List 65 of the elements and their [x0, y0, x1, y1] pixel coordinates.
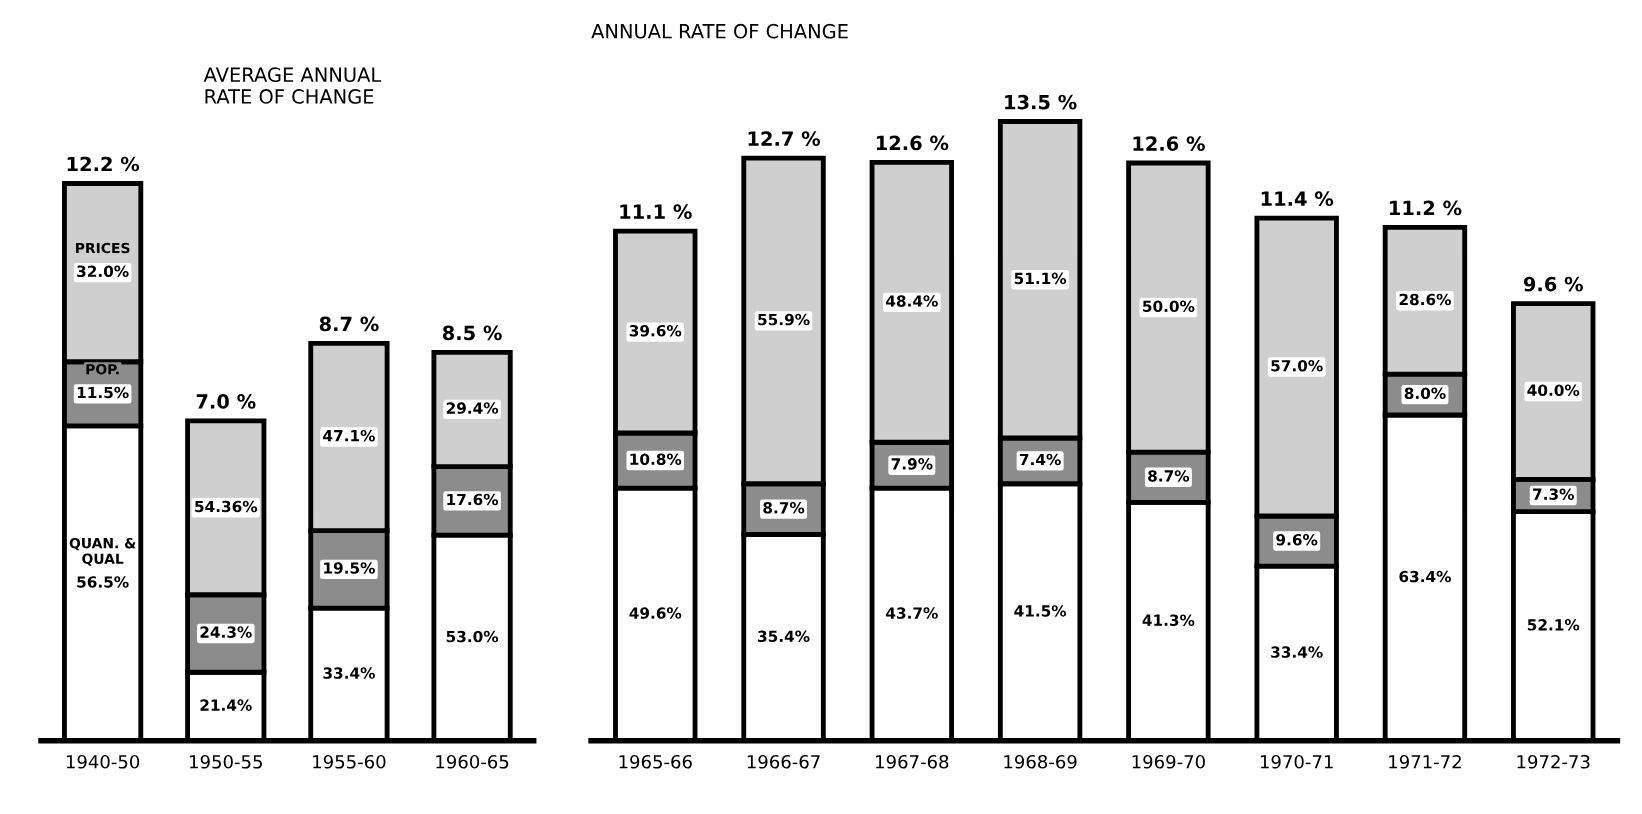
series-label: PRICES [76, 242, 130, 254]
annotation: 40.0% [1527, 384, 1580, 396]
series-label: QUAN. & QUAL [69, 537, 136, 566]
annotation: 7.0 % [196, 394, 256, 409]
annotation: 48.4% [886, 295, 938, 307]
annotation: 9.6% [1276, 533, 1318, 546]
annotation: 43.7% [886, 607, 938, 619]
x-tick-label: 1967-68 [876, 754, 949, 769]
annotation: 12.6 % [876, 135, 949, 151]
x-tick-label: 1968-69 [1004, 754, 1077, 769]
annotation: 49.6% [629, 607, 682, 619]
annotation: 12.7 % [748, 131, 821, 146]
annotation: 33.4% [1271, 646, 1323, 658]
x-tick-label: 1972-73 [1517, 754, 1590, 769]
series-label: POP. [86, 363, 119, 375]
x-tick-label: 1965-66 [619, 754, 692, 769]
x-tick-label: 1940-50 [66, 754, 140, 769]
annotation: 53.0% [446, 630, 499, 643]
x-tick-label: 1955-60 [313, 754, 386, 769]
annotation: 8.7% [763, 502, 805, 514]
annotation: 10.8% [630, 453, 682, 465]
annotation: 50.0% [1143, 300, 1195, 313]
annotation: 56.5% [77, 576, 129, 588]
annotation: 35.4% [758, 630, 810, 643]
annotation: 29.4% [446, 402, 499, 414]
annotation: 54.36% [195, 500, 258, 513]
text: 12.2 % [67, 156, 140, 172]
annotation: 8.7 % [319, 316, 379, 332]
annotation: 19.5% [324, 562, 375, 574]
x-tick-label: 1971-72 [1389, 754, 1461, 769]
x-tick-label: 1966-67 [747, 754, 820, 769]
annotation: 11.2 % [1390, 200, 1462, 216]
annotation: 51.1% [1014, 272, 1067, 285]
annotation: 12.6 % [1133, 136, 1205, 151]
annotation: 47.1% [323, 429, 375, 442]
x-tick-label: 1969-70 [1132, 754, 1205, 769]
annotation: 8.5 % [442, 325, 502, 341]
annotation: 17.6% [447, 493, 499, 506]
annotation: 7.9% [891, 458, 933, 470]
annotation: 21.4% [200, 699, 252, 711]
annotation: 41.3% [1142, 614, 1195, 626]
annotation: 33.4% [323, 667, 375, 679]
annotation: 63.4% [1399, 570, 1451, 583]
chart-title: ANNUAL RATE OF CHANGE [591, 23, 848, 39]
x-tick-label: 1960-65 [436, 754, 509, 769]
annotation: 11.5% [77, 386, 129, 399]
annotation: 7.3% [1533, 488, 1574, 500]
text: 13.5 % [1005, 94, 1077, 110]
annotation: 11.1 % [620, 204, 692, 220]
annotation: 8.7% [1148, 470, 1190, 482]
annotation: 28.6% [1399, 293, 1451, 306]
annotation: 8.0% [1404, 387, 1446, 400]
annotation: 39.6% [629, 324, 682, 337]
annotation: 11.4 % [1261, 191, 1334, 207]
annotation: 7.4% [1019, 453, 1061, 466]
annotation: 55.9% [758, 313, 810, 326]
annotation: 32.0% [77, 265, 129, 278]
annotation: 24.3% [200, 626, 252, 638]
annotation: 52.1% [1527, 619, 1580, 631]
chart-title: AVERAGE ANNUAL RATE OF CHANGE [203, 67, 382, 104]
x-tick-label: 1970-71 [1260, 754, 1333, 769]
annotation: 9.6 % [1523, 276, 1583, 292]
x-tick-label: 1950-55 [190, 754, 262, 769]
annotation: 57.0% [1271, 359, 1323, 372]
annotation: 41.5% [1014, 605, 1067, 617]
